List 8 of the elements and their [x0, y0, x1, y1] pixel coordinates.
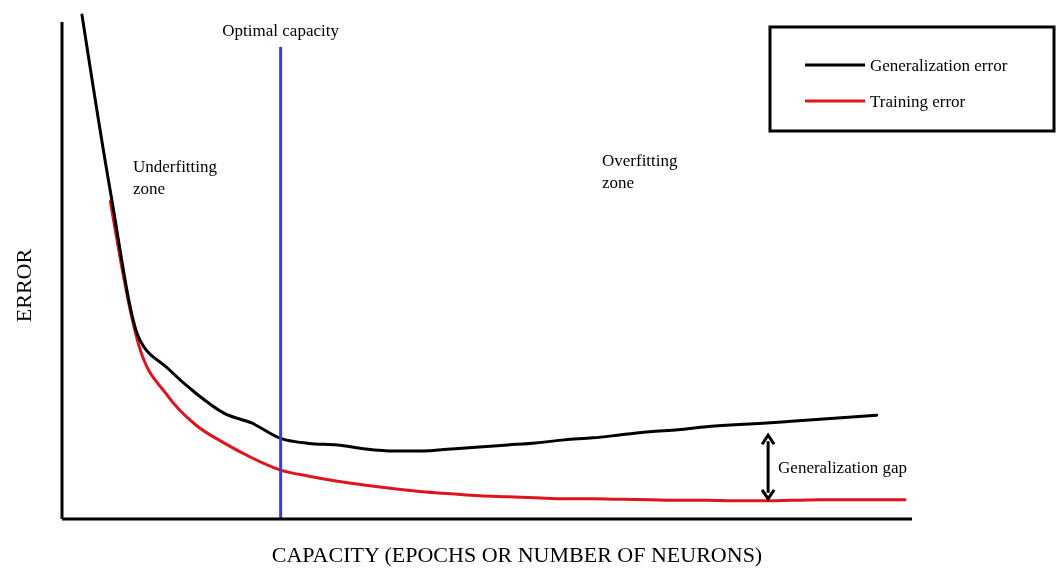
annotation: Generalization gap	[778, 458, 907, 478]
annotation: Underfitting zone	[133, 157, 218, 198]
legend-label: Generalization error	[870, 56, 1008, 75]
x-axis-title: CAPACITY (EPOCHS OR NUMBER OF NEURONS)	[271, 542, 763, 567]
y-axis-title: ERROR	[11, 248, 36, 323]
legend-label: Training error	[870, 92, 966, 111]
annotation: Optimal capacity	[222, 21, 340, 40]
annotation: Overfitting zone	[602, 151, 679, 192]
